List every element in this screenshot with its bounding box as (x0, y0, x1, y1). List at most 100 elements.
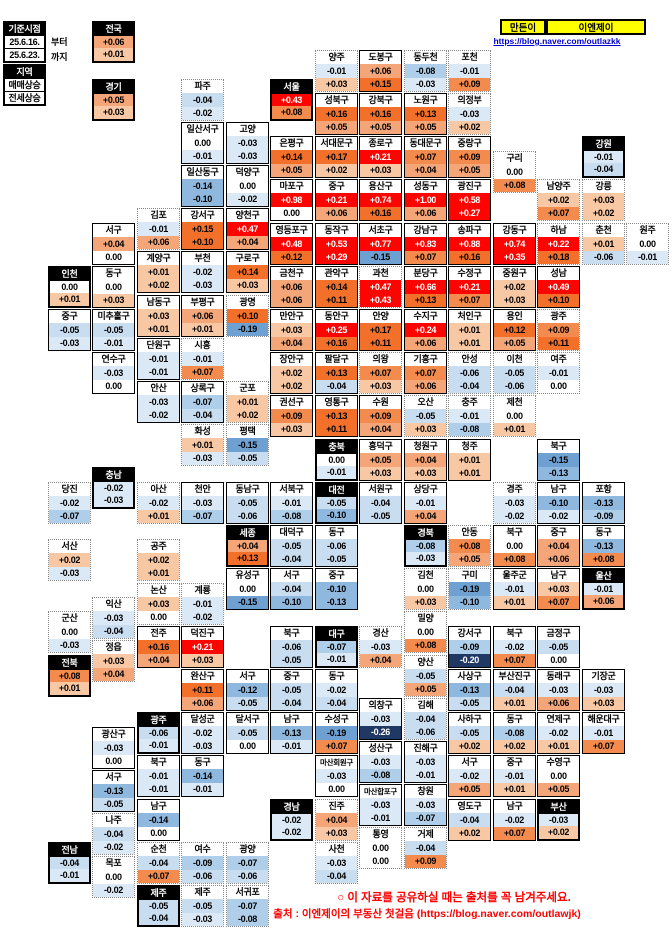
jeonse-change-value: -0.03 (405, 77, 446, 92)
sale-change-value: -0.02 (49, 496, 90, 510)
region-청원구: 청원구 +0.04 +0.03 (404, 439, 447, 482)
sale-change-value: -0.08 (405, 64, 446, 78)
region-label: 중랑구 (449, 137, 490, 151)
jeonse-change-value: +0.02 (316, 163, 357, 178)
region-label: 중구 (316, 180, 357, 194)
jeonse-change-value: +0.06 (405, 206, 446, 221)
sale-change-value: -0.02 (272, 813, 311, 827)
legend-cell: 25.6.16. (5, 35, 44, 48)
sale-change-value: +0.16 (138, 640, 179, 654)
jeonse-change-value: +0.05 (538, 782, 579, 797)
jeonse-change-value: 0.00 (138, 610, 179, 625)
jeonse-change-value: -0.05 (227, 696, 268, 711)
region-label: 전주 (138, 627, 179, 641)
sale-change-value: -0.01 (538, 366, 579, 380)
jeonse-change-value: -0.01 (138, 365, 179, 380)
jeonse-change-value: +0.11 (316, 293, 357, 308)
region-남동구: 남동구 +0.03 +0.01 (137, 295, 180, 338)
region-연제구: 연제구 -0.02 +0.01 (537, 712, 580, 755)
region-제주: 제주 -0.05 -0.04 (137, 885, 180, 928)
sale-change-value: +0.06 (360, 64, 401, 78)
region-label: 광산구 (93, 728, 134, 742)
region-관악구: 관악구 +0.14 +0.11 (315, 266, 358, 309)
region-label: 정읍 (93, 641, 134, 655)
jeonse-change-value: -0.03 (406, 552, 445, 566)
sale-change-value: -0.01 (138, 222, 179, 236)
region-label: 서북구 (271, 483, 312, 497)
region-label: 북구 (538, 440, 579, 454)
region-label: 권선구 (271, 396, 312, 410)
sale-change-value: 0.00 (494, 539, 535, 553)
sale-change-value: -0.04 (138, 856, 179, 870)
region-label: 팔달구 (316, 353, 357, 367)
region-label: 광양 (227, 843, 268, 857)
region-label: 상당구 (405, 483, 446, 497)
sale-change-value: -0.14 (182, 769, 223, 783)
jeonse-change-value: -0.05 (316, 552, 357, 567)
region-광명: 광명 +0.10 -0.19 (226, 295, 269, 338)
jeonse-change-value: -0.05 (227, 451, 268, 466)
region-label: 사하구 (449, 713, 490, 727)
region-경북: 경북 -0.08 -0.03 (404, 525, 447, 568)
region-label: 중구 (494, 756, 535, 770)
region-label: 대전 (317, 484, 356, 497)
region-label: 전남 (50, 844, 89, 857)
region-label: 이천 (494, 353, 535, 367)
region-동두천: 동두천 -0.08 -0.03 (404, 50, 447, 93)
region-동구: 동구 -0.14 -0.01 (181, 755, 224, 798)
jeonse-change-value: -0.04 (584, 163, 623, 177)
sale-change-value: +0.53 (316, 237, 357, 251)
jeonse-change-value: +0.07 (583, 739, 624, 754)
region-기흥구: 기흥구 +0.07 +0.06 (404, 352, 447, 395)
jeonse-change-value: +0.18 (538, 250, 579, 265)
sale-change-value: -0.07 (227, 899, 268, 913)
region-label: 전북 (50, 657, 89, 670)
jeonse-change-value: -0.04 (316, 696, 357, 711)
region-label: 수정구 (449, 267, 490, 281)
jeonse-change-value: -0.04 (316, 869, 357, 884)
region-논산: 논산 +0.03 0.00 (137, 583, 180, 626)
jeonse-change-value: -0.01 (182, 149, 223, 164)
jeonse-change-value: -0.01 (139, 739, 178, 753)
jeonse-change-value: +0.03 (93, 293, 134, 308)
jeonse-change-value: +0.08 (272, 106, 311, 120)
jeonse-change-value: +0.16 (449, 250, 490, 265)
region-label: 부평구 (182, 296, 223, 310)
sale-change-value: +0.77 (360, 237, 401, 251)
jeonse-change-value: -0.15 (360, 250, 401, 265)
region-대덕구: 대덕구 -0.05 -0.04 (270, 525, 313, 568)
region-김해: 김해 -0.04 -0.06 (404, 698, 447, 741)
region-label: 안성 (449, 353, 490, 367)
region-노원구: 노원구 +0.13 +0.05 (404, 93, 447, 136)
region-수영구: 수영구 0.00 +0.05 (537, 755, 580, 798)
legend-cell: 기준시점 (5, 23, 44, 36)
jeonse-change-value: +0.03 (405, 595, 446, 610)
region-label: 미추홀구 (93, 310, 134, 324)
sale-change-value: 0.00 (182, 136, 223, 150)
region-일산동구: 일산동구 -0.14 -0.10 (181, 165, 224, 208)
region-전북: 전북 +0.08 +0.01 (48, 655, 91, 698)
region-오산: 오산 -0.05 +0.03 (404, 395, 447, 438)
jeonse-change-value: +0.01 (138, 509, 179, 524)
region-label: 은평구 (271, 137, 312, 151)
region-label: 광명 (227, 296, 268, 310)
jeonse-change-value: -0.01 (93, 336, 134, 351)
jeonse-change-value: +0.02 (449, 120, 490, 135)
jeonse-change-value: +0.03 (583, 696, 624, 711)
region-권선구: 권선구 +0.09 +0.03 (270, 395, 313, 438)
region-성동구: 성동구 +1.00 +0.06 (404, 179, 447, 222)
jeonse-change-value: +0.05 (449, 782, 490, 797)
region-label: 사상구 (449, 670, 490, 684)
sale-change-value: -0.03 (360, 755, 401, 769)
region-덕양구: 덕양구 0.00 -0.02 (226, 165, 269, 208)
region-label: 진해구 (405, 742, 446, 756)
sale-change-value: -0.03 (93, 611, 134, 625)
sale-change-value: +0.02 (538, 193, 579, 207)
sale-change-value: -0.01 (138, 352, 179, 366)
region-상당구: 상당구 -0.01 +0.04 (404, 482, 447, 525)
jeonse-change-value: +0.03 (494, 293, 535, 308)
sale-change-value: +0.66 (405, 280, 446, 294)
region-label: 오산 (405, 396, 446, 410)
blog-link[interactable]: https://blog.naver.com/outlazkk (493, 36, 621, 46)
region-label: 하남 (538, 224, 579, 238)
